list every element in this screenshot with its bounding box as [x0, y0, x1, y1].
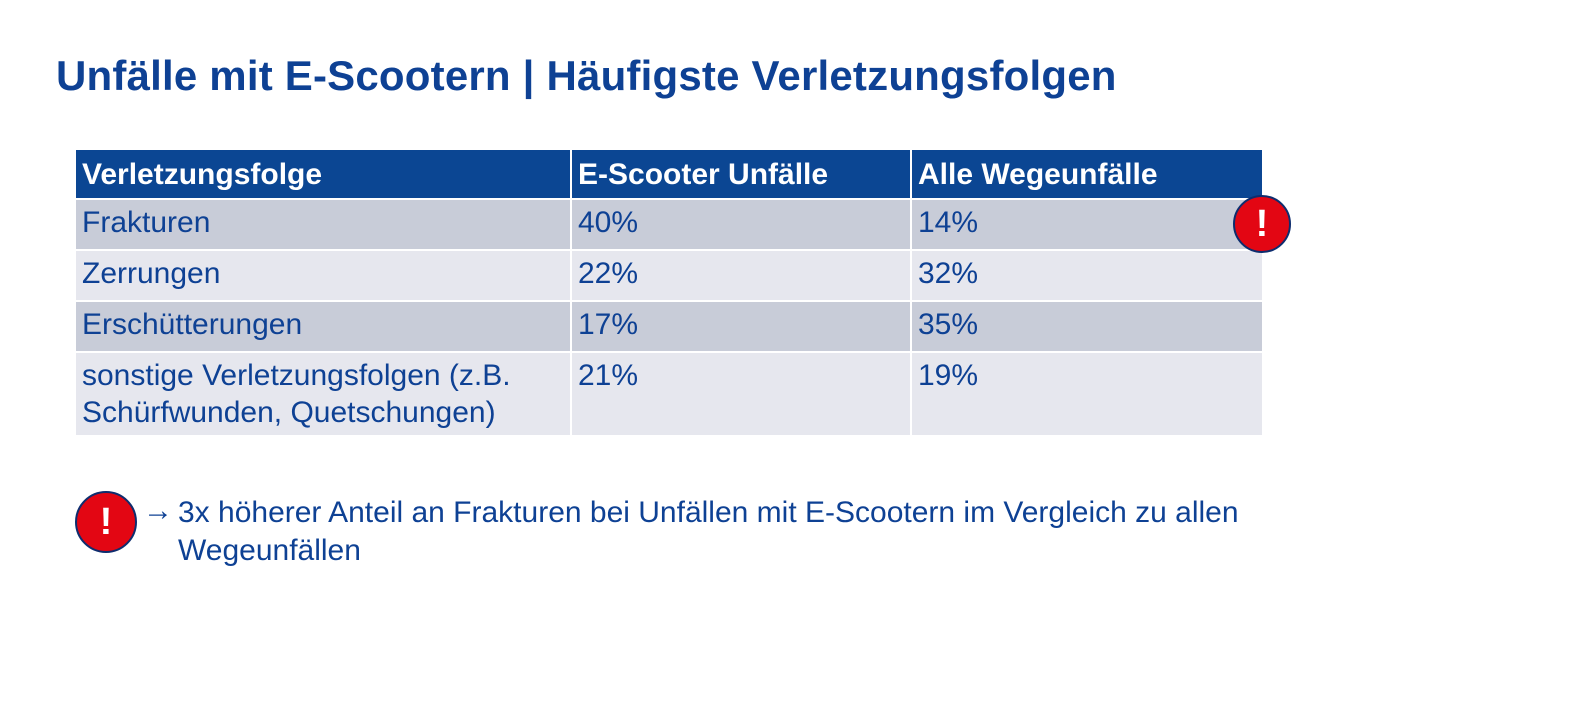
exclamation-alert-icon: ! [1233, 195, 1291, 253]
column-header-e-scooter: E-Scooter Unfälle [570, 148, 912, 200]
cell-e-scooter: 21% [570, 351, 912, 437]
table-row: Zerrungen 22% 32% [74, 249, 1264, 302]
cell-e-scooter: 17% [570, 300, 912, 353]
cell-verletzungsfolge: sonstige Verletzungsfolgen (z.B. Schürfw… [74, 351, 572, 437]
page-title: Unfälle mit E-Scootern | Häufigste Verle… [56, 52, 1117, 99]
column-header-verletzungsfolge: Verletzungsfolge [74, 148, 572, 200]
conclusion-note: 3x höherer Anteil an Frakturen bei Unfäl… [178, 496, 1239, 567]
cell-verletzungsfolge: Erschütterungen [74, 300, 572, 353]
table-row: Frakturen 40% 14% [74, 198, 1264, 251]
column-header-alle-wegeunfaelle: Alle Wegeunfälle [910, 148, 1264, 200]
table-header-row: Verletzungsfolge E-Scooter Unfälle Alle … [74, 148, 1264, 200]
table-row: sonstige Verletzungsfolgen (z.B. Schürfw… [74, 351, 1264, 437]
table-row: Erschütterungen 17% 35% [74, 300, 1264, 353]
injury-table: Verletzungsfolge E-Scooter Unfälle Alle … [74, 148, 1264, 437]
cell-alle: 32% [910, 249, 1264, 302]
exclamation-alert-icon: ! [75, 491, 137, 553]
arrow-right-icon: → [143, 494, 173, 527]
cell-e-scooter: 22% [570, 249, 912, 302]
cell-verletzungsfolge: Frakturen [74, 198, 572, 251]
cell-verletzungsfolge: Zerrungen [74, 249, 572, 302]
cell-alle: 14% [910, 198, 1264, 251]
cell-alle: 35% [910, 300, 1264, 353]
cell-alle: 19% [910, 351, 1264, 437]
cell-e-scooter: 40% [570, 198, 912, 251]
